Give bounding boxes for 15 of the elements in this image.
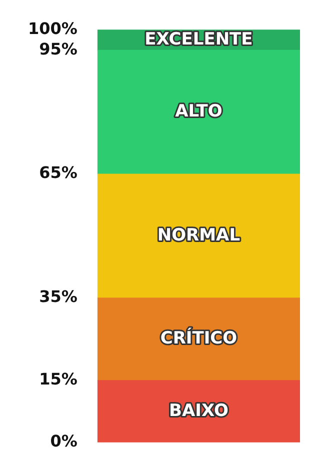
series-label: EXCELENTE	[144, 29, 253, 50]
y-tick-label: 65%	[39, 163, 78, 182]
y-tick-label: 95%	[39, 39, 78, 58]
y-tick-label: 15%	[39, 370, 78, 389]
y-tick-label: 100%	[28, 18, 78, 38]
bar	[97, 50, 300, 174]
y-tick-label: 35%	[39, 287, 78, 306]
bar	[97, 174, 300, 298]
series-label: ALTO	[175, 102, 222, 122]
y-tick-label: 0%	[50, 432, 78, 451]
series-label: CRÍTICO	[160, 328, 238, 349]
series-label: NORMAL	[157, 225, 240, 246]
bar	[97, 298, 300, 381]
series-label: BAIXO	[169, 400, 228, 421]
bar	[97, 380, 300, 442]
